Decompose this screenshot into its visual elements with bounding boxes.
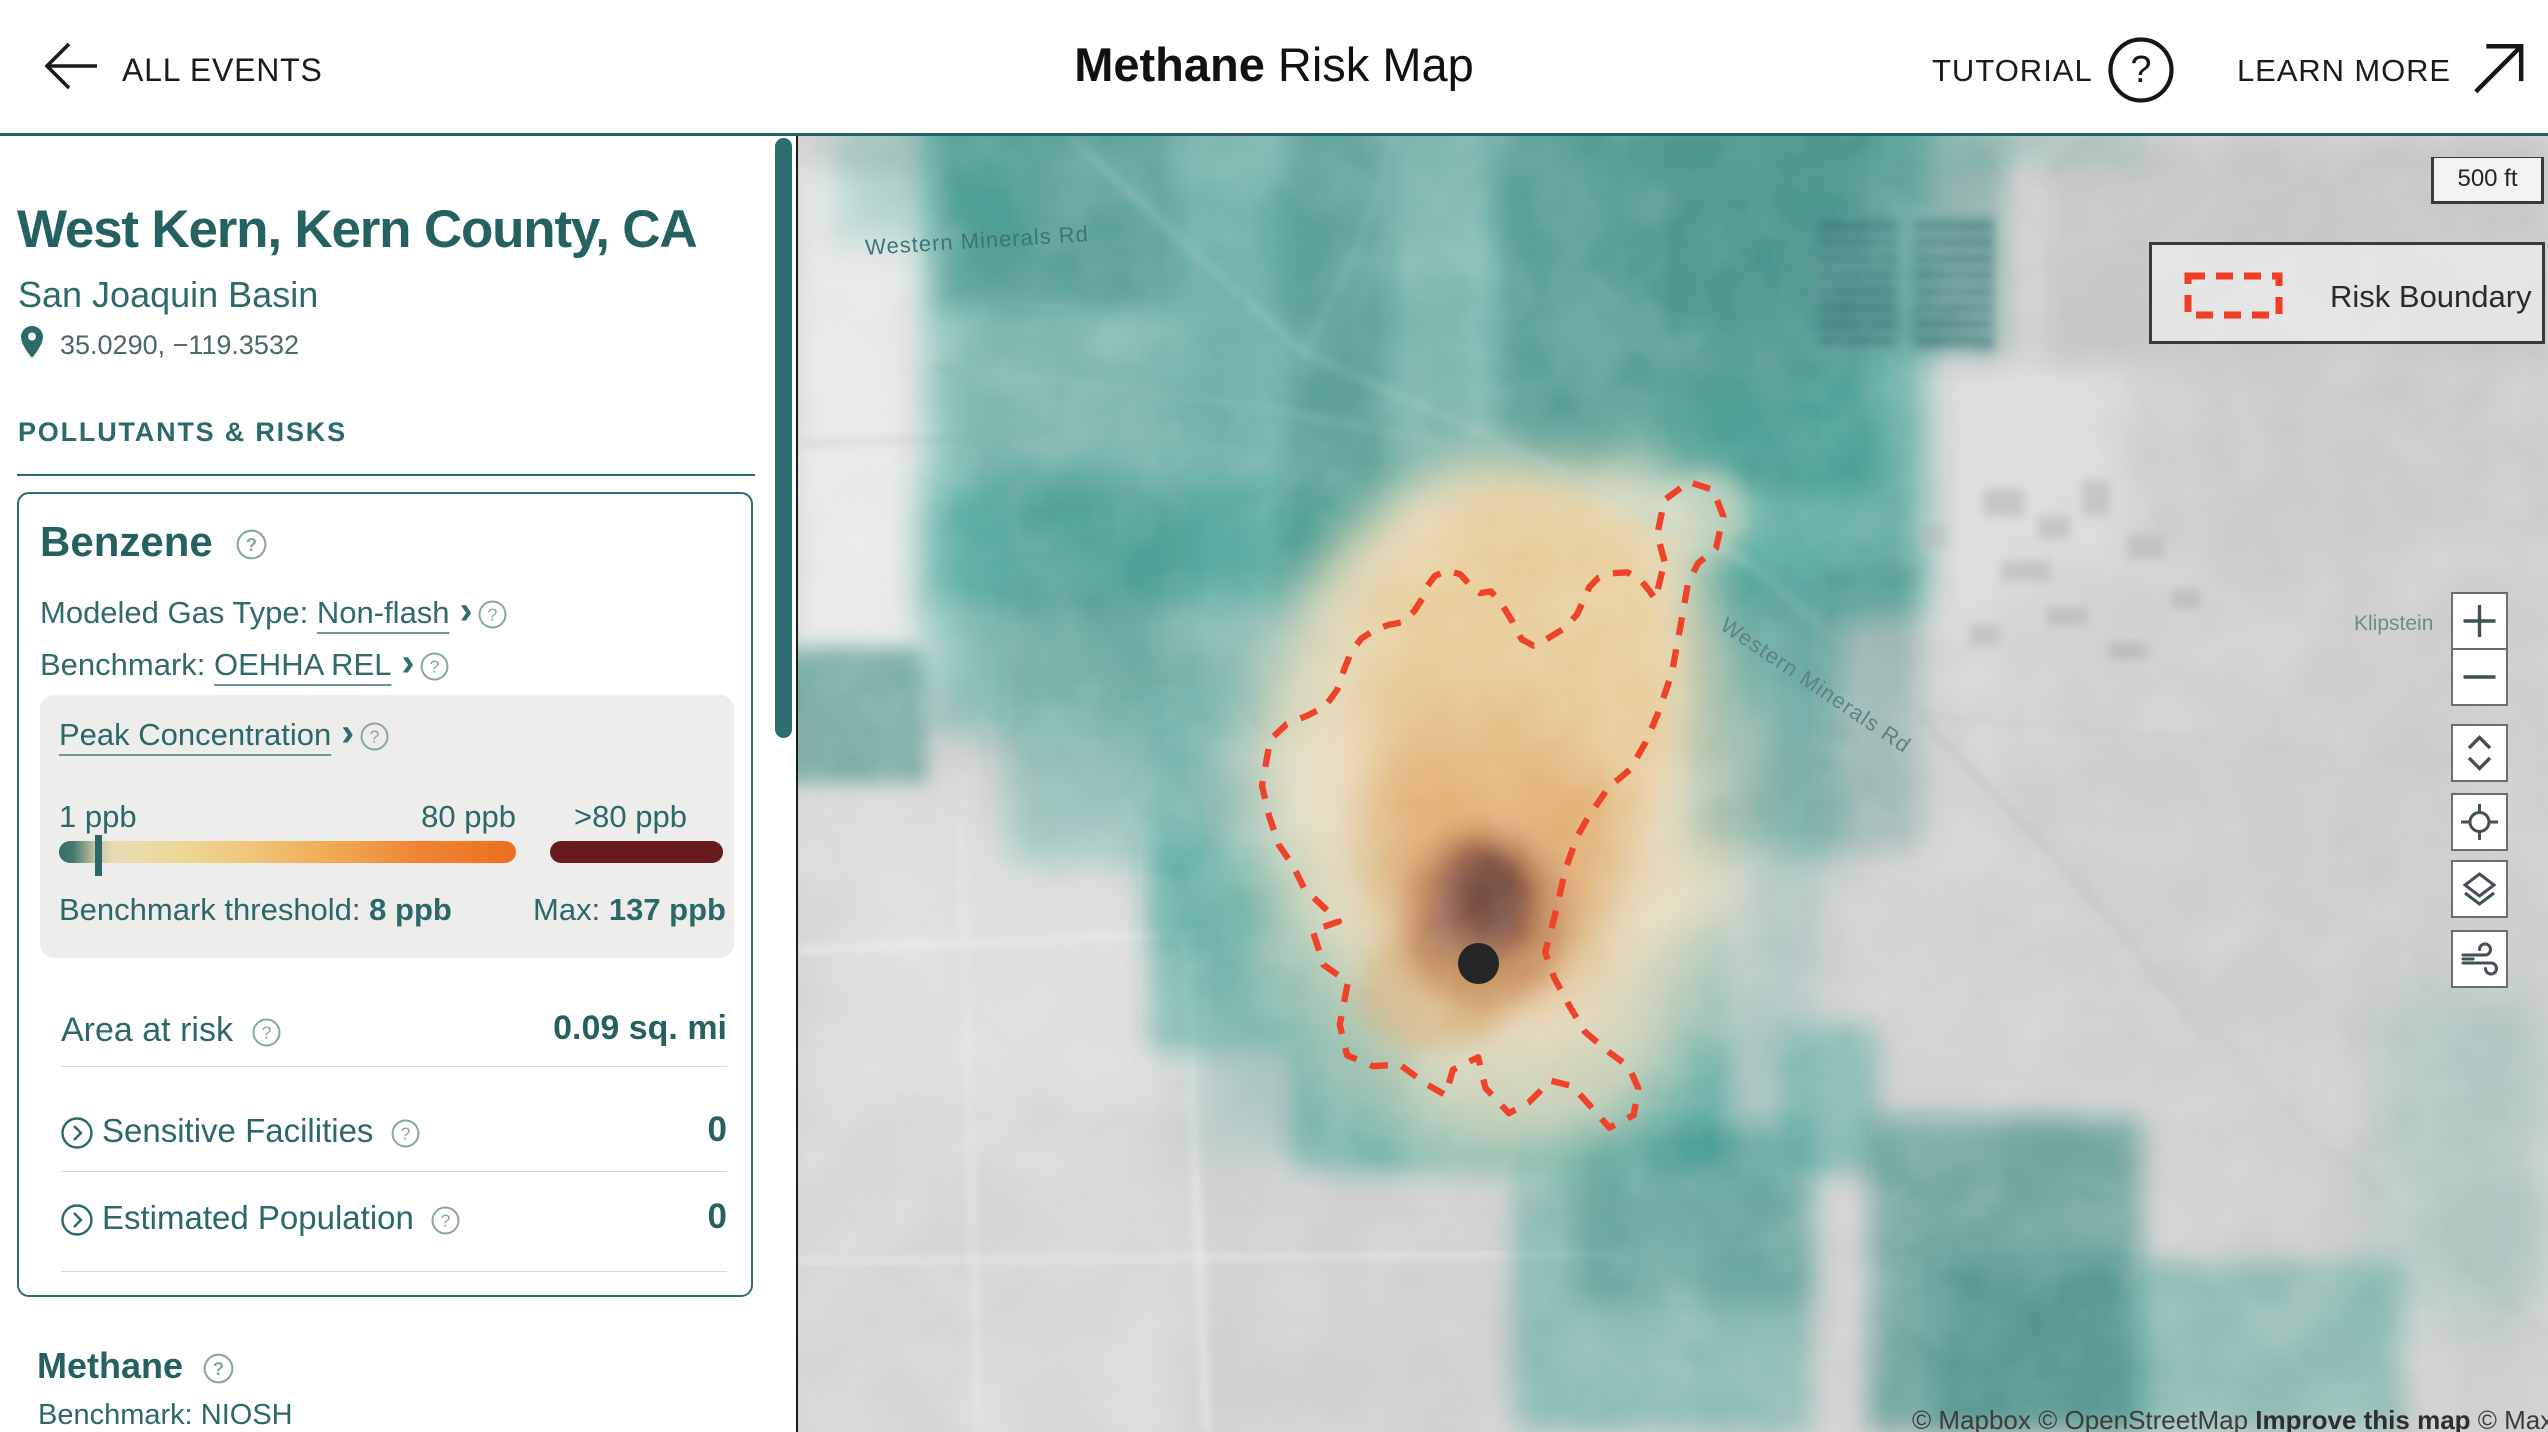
svg-text:?: ? xyxy=(400,1123,410,1143)
svg-text:?: ? xyxy=(488,605,498,625)
svg-text:?: ? xyxy=(262,1022,272,1042)
svg-text:?: ? xyxy=(213,1358,224,1379)
svg-text:?: ? xyxy=(441,1210,451,1230)
svg-text:?: ? xyxy=(370,727,380,747)
svg-text:?: ? xyxy=(246,534,257,555)
svg-text:?: ? xyxy=(430,657,440,677)
svg-text:?: ? xyxy=(2130,49,2151,91)
